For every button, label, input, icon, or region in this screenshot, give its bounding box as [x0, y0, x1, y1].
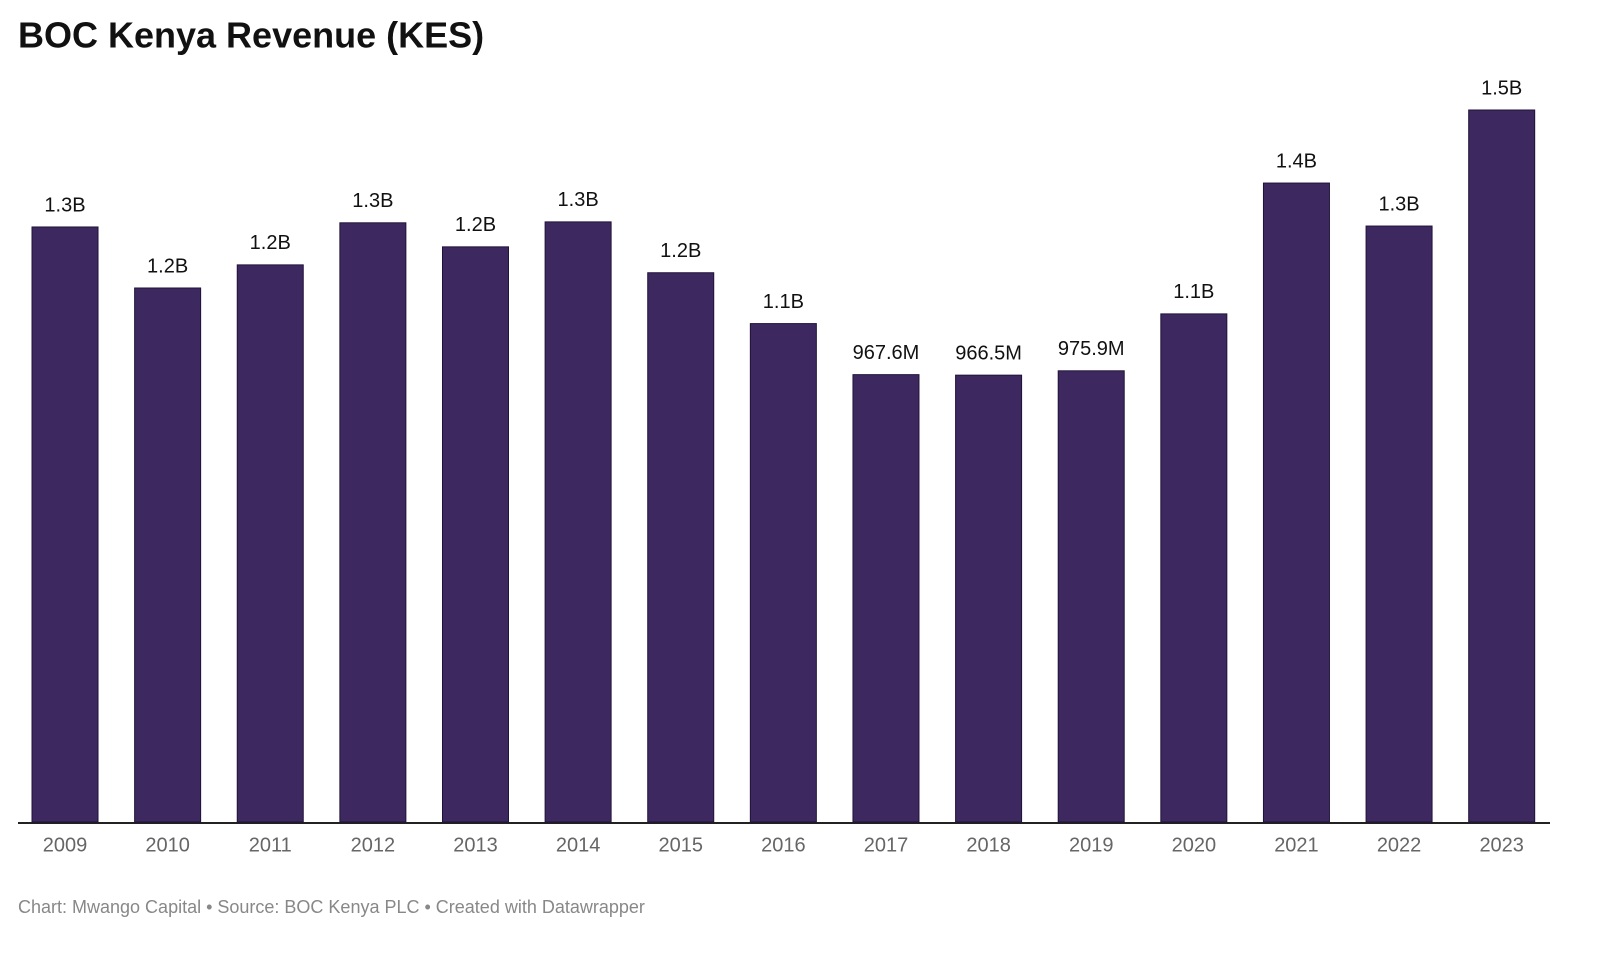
- bar: [955, 374, 1023, 823]
- x-tick-label: 2022: [1377, 834, 1422, 856]
- value-label: 1.3B: [352, 190, 393, 212]
- bar: [441, 246, 509, 823]
- value-label: 1.2B: [147, 255, 188, 277]
- x-tick-label: 2015: [658, 834, 703, 856]
- value-label: 1.3B: [1378, 193, 1419, 215]
- x-tick-label: 2014: [556, 834, 601, 856]
- value-label: 975.9M: [1058, 338, 1125, 360]
- value-label: 1.2B: [660, 240, 701, 262]
- x-tick-label: 2019: [1069, 834, 1114, 856]
- bar: [1160, 313, 1228, 823]
- x-tick-label: 2016: [761, 834, 806, 856]
- bar: [1365, 225, 1433, 823]
- value-label: 1.1B: [1173, 281, 1214, 303]
- value-label: 1.4B: [1276, 150, 1317, 172]
- bar: [339, 222, 407, 823]
- x-tick-label: 2010: [145, 834, 190, 856]
- x-tick-label: 2018: [966, 834, 1011, 856]
- bar: [236, 264, 304, 823]
- footer: Chart: Mwango Capital • Source: BOC Keny…: [18, 897, 645, 917]
- x-tick-label: 2020: [1172, 834, 1217, 856]
- value-label: 967.6M: [853, 342, 920, 364]
- chart-title: BOC Kenya Revenue (KES): [18, 15, 484, 56]
- x-tick-label: 2017: [864, 834, 909, 856]
- bar: [1057, 370, 1125, 823]
- bar: [852, 374, 920, 823]
- x-tick-label: 2013: [453, 834, 498, 856]
- x-tick-label: 2021: [1274, 834, 1319, 856]
- value-label: 1.3B: [558, 189, 599, 211]
- x-tick-label: 2012: [351, 834, 396, 856]
- value-label: 1.2B: [250, 232, 291, 254]
- bar: [134, 287, 202, 823]
- value-label: 1.5B: [1481, 77, 1522, 99]
- x-tick-label: 2009: [43, 834, 88, 856]
- bar: [1468, 109, 1536, 823]
- value-label: 966.5M: [955, 342, 1022, 364]
- bar: [749, 323, 817, 823]
- bar: [1262, 182, 1330, 823]
- value-label: 1.1B: [763, 291, 804, 313]
- x-tick-label: 2011: [249, 834, 292, 856]
- value-label: 1.3B: [44, 194, 85, 216]
- bar: [31, 226, 99, 823]
- bar: [544, 221, 612, 823]
- x-tick-label: 2023: [1479, 834, 1524, 856]
- bar: [647, 272, 715, 823]
- value-label: 1.2B: [455, 214, 496, 236]
